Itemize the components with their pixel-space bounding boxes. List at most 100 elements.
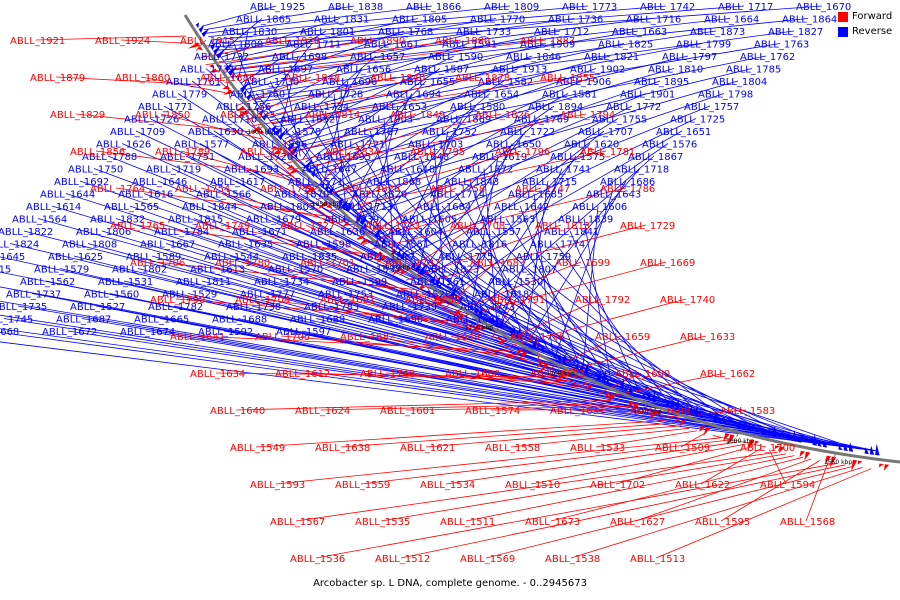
reverse-gene-arrow: [327, 185, 335, 196]
reverse-gene-arrow: [848, 442, 854, 452]
gene-label-abll-1799: ABLL_1799: [676, 40, 731, 51]
gene-label-abll-1826: ABLL_1826: [475, 110, 530, 121]
forward-gene-arrow: [340, 218, 347, 222]
gene-label-abll-1794: ABLL_1794: [560, 110, 615, 121]
gene-label-abll-1895: ABLL_1895: [634, 77, 689, 88]
forward-gene-arrow: [583, 381, 589, 386]
gene-label-abll-1509: ABLL_1509: [655, 443, 710, 454]
leader-line: [356, 93, 647, 215]
gene-label-abll-1608: ABLL_1608: [635, 406, 690, 417]
gene-label-abll-1723: ABLL_1723: [365, 221, 420, 232]
gene-label-abll-1786: ABLL_1786: [600, 184, 655, 195]
reverse-gene-arrow: [195, 22, 200, 29]
gene-label-abll-1627: ABLL_1627: [610, 517, 665, 528]
gene-label-abll-1887: ABLL_1887: [520, 36, 575, 47]
gene-label-abll-1616: ABLL_1616: [118, 190, 173, 201]
leader-line: [242, 30, 405, 87]
reverse-gene-arrow: [450, 286, 457, 299]
gene-label-abll-1815: ABLL_1815: [168, 215, 223, 226]
leader-line: [527, 268, 728, 422]
gene-label-abll-1755: ABLL_1755: [592, 115, 647, 126]
leader-line: [329, 305, 814, 442]
gene-label-abll-1869: ABLL_1869: [436, 115, 491, 126]
leader-line: [305, 224, 388, 266]
gene-label-abll-1589: ABLL_1589: [126, 252, 181, 263]
gene-label-abll-1649: ABLL_1649: [425, 332, 480, 343]
forward-gene-arrow: [804, 451, 811, 461]
leader-line: [300, 372, 569, 382]
gene-label-abll-1513: ABLL_1513: [630, 554, 685, 565]
leader-line: [457, 261, 667, 318]
leader-line: [316, 150, 437, 201]
leader-line: [289, 55, 611, 146]
reverse-gene-arrow: [216, 48, 226, 59]
gene-label-abll-1619: ABLL_1619: [472, 152, 527, 163]
leader-line: [404, 118, 697, 257]
gene-label-abll-1772: ABLL_1772: [606, 102, 661, 113]
forward-gene-arrow: [249, 126, 262, 134]
reverse-gene-arrow: [843, 443, 849, 452]
gene-label-abll-1572: ABLL_1572: [458, 165, 513, 176]
gene-label-abll-1728: ABLL_1728: [308, 90, 363, 101]
gene-label-abll-1569: ABLL_1569: [460, 554, 515, 565]
gene-label-abll-1843: ABLL_1843: [444, 177, 499, 188]
reverse-gene-arrow: [646, 392, 652, 401]
gene-label-abll-1760: ABLL_1760: [230, 90, 285, 101]
gene-label-abll-1727: ABLL_1727: [280, 221, 335, 232]
reverse-gene-arrow: [742, 422, 747, 431]
reverse-gene-arrow: [411, 261, 416, 270]
reverse-gene-arrow: [210, 43, 216, 51]
gene-label-abll-1735: ABLL_1735: [0, 302, 47, 313]
reverse-gene-arrow: [307, 167, 311, 174]
leader-line: [224, 18, 419, 61]
forward-gene-arrow: [778, 446, 785, 453]
gene-label-abll-1751: ABLL_1751: [160, 152, 215, 163]
gene-labels: ABLL_1925 ABLL_1838 ABLL_1866 ABLL_1809 ABLL…: [0, 2, 851, 565]
reverse-gene-arrow: [345, 200, 354, 213]
gene-label-abll-1683: ABLL_1683: [470, 258, 525, 269]
kbp-tick-label: 1650 kbp: [634, 408, 662, 415]
leader-line: [445, 441, 737, 485]
leader-line: [247, 30, 561, 94]
leader-line: [215, 5, 745, 48]
gene-label-abll-1642: ABLL_1642: [494, 202, 549, 213]
gene-label-abll-1636: ABLL_1636: [310, 227, 365, 238]
leader-line: [219, 18, 263, 54]
gene-label-abll-1865: ABLL_1865: [236, 15, 291, 26]
reverse-gene-arrow: [510, 326, 516, 337]
gene-label-abll-1814: ABLL_1814: [305, 110, 360, 121]
leader-line: [264, 43, 469, 116]
leader-line: [269, 80, 322, 180]
leader-line: [0, 300, 763, 431]
leader-line: [233, 43, 258, 106]
forward-gene-arrow: [286, 164, 295, 170]
leader-line: [350, 187, 372, 234]
leader-line: [465, 455, 795, 522]
gene-label-abll-1759: ABLL_1759: [516, 252, 571, 263]
gene-label-abll-1625: ABLL_1625: [48, 252, 103, 263]
leader-line: [345, 298, 478, 332]
gene-label-abll-1894: ABLL_1894: [528, 102, 583, 113]
reverse-gene-arrow: [536, 345, 540, 351]
gene-label-abll-1613: ABLL_1613: [190, 265, 245, 276]
gene-label-abll-1614: ABLL_1614: [26, 202, 81, 213]
reverse-gene-arrow: [713, 409, 718, 423]
forward-gene-arrow: [727, 434, 735, 446]
forward-gene-arrow: [699, 425, 706, 432]
gene-label-abll-1712: ABLL_1712: [534, 27, 589, 38]
kbp-tick-label: 1600 kbp: [726, 438, 754, 445]
gene-label-abll-1605: ABLL_1605: [402, 215, 457, 226]
gene-label-abll-1807: ABLL_1807: [502, 265, 557, 276]
forward-gene-arrow: [359, 238, 369, 246]
gene-label-abll-1663: ABLL_1663: [612, 27, 667, 38]
leader-line: [315, 318, 846, 447]
gene-label-abll-1722: ABLL_1722: [500, 127, 555, 138]
gene-label-abll-1701: ABLL_1701: [300, 258, 355, 269]
gene-label-abll-1510: ABLL_1510: [505, 480, 560, 491]
gene-label-abll-1719: ABLL_1719: [146, 165, 201, 176]
reverse-gene-arrow: [287, 142, 295, 152]
gene-label-abll-1906: ABLL_1906: [556, 77, 611, 88]
gene-label-abll-1903: ABLL_1903: [358, 115, 413, 126]
leader-line: [427, 218, 605, 378]
forward-gene-arrow: [829, 456, 837, 468]
